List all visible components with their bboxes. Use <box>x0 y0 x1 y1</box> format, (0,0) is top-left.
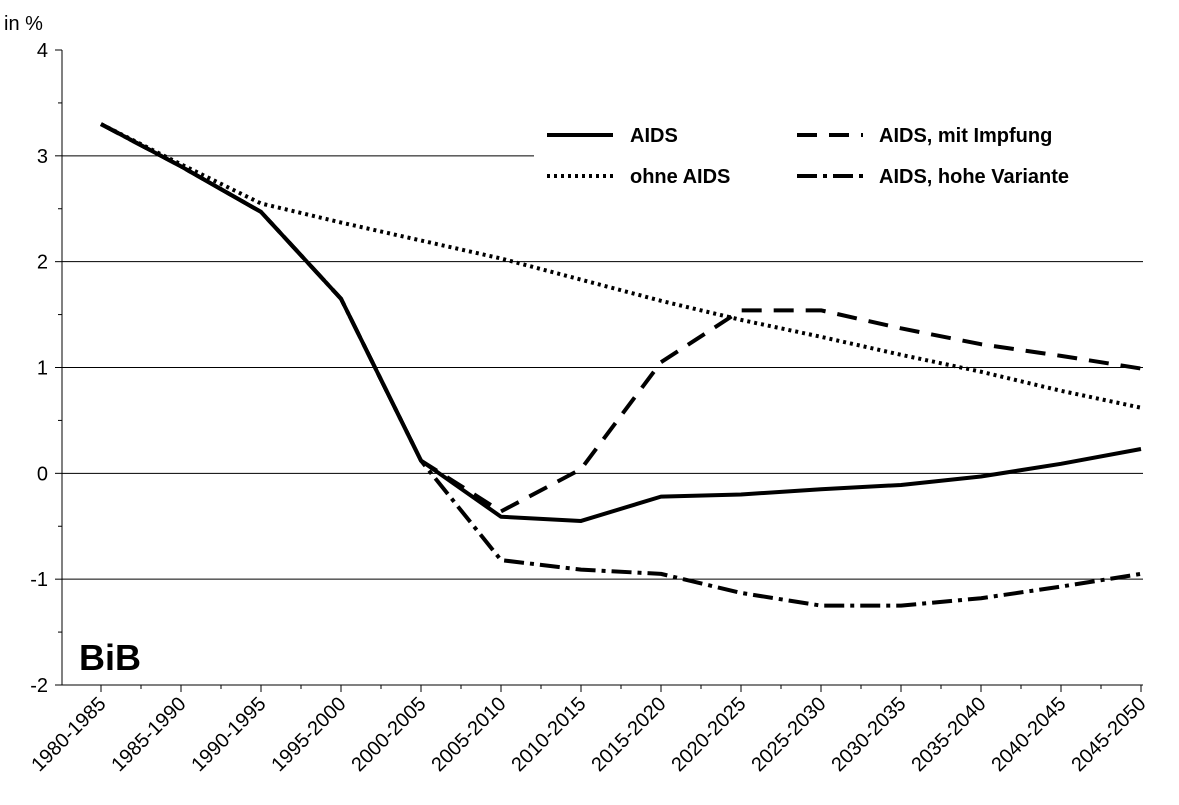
x-tick-label: 2000-2005 <box>347 693 430 776</box>
legend-label-ohne-aids: ohne AIDS <box>630 166 730 188</box>
x-tick-label: 2045-2050 <box>1067 693 1150 776</box>
x-tick-label: 2040-2045 <box>987 693 1070 776</box>
y-tick-label: -2 <box>30 675 48 697</box>
x-tick-label: 1995-2000 <box>267 693 350 776</box>
y-tick-label: 1 <box>37 358 48 380</box>
x-axis: 1980-19851985-19901990-19951995-20002000… <box>27 684 1151 776</box>
x-tick-label: 2030-2035 <box>827 693 910 776</box>
x-tick-label: 1990-1995 <box>187 693 270 776</box>
x-tick-label: 2020-2025 <box>667 693 750 776</box>
legend-label-aids: AIDS <box>630 125 678 147</box>
x-tick-label: 2005-2010 <box>427 693 510 776</box>
y-tick-label: 3 <box>37 146 48 168</box>
legend-label-aids-hohe-variante: AIDS, hohe Variante <box>879 166 1069 188</box>
y-tick-label: -1 <box>30 569 48 591</box>
x-tick-label: 1980-1985 <box>27 693 110 776</box>
x-tick-label: 2025-2030 <box>747 693 830 776</box>
y-tick-label: 4 <box>37 40 48 62</box>
x-tick-label: 1985-1990 <box>107 693 190 776</box>
x-tick-label: 2035-2040 <box>907 693 990 776</box>
x-tick-label: 2010-2015 <box>507 693 590 776</box>
y-axis-unit-label: in % <box>4 13 43 35</box>
legend: AIDS AIDS, mit Impfung ohne AIDS AIDS, h… <box>534 116 1146 200</box>
legend-background <box>534 116 1146 200</box>
series-line-aids <box>100 122 1142 523</box>
series-line-ohne-aids <box>100 122 1142 410</box>
y-tick-label: 0 <box>37 463 48 485</box>
x-tick-label: 2015-2020 <box>587 693 670 776</box>
y-axis: -2 -1 0 1 2 3 4 <box>30 40 63 697</box>
series-group <box>100 122 1142 608</box>
bib-watermark: BiB <box>79 637 141 678</box>
y-tick-label: 2 <box>37 252 48 274</box>
legend-label-aids-mit-impfung: AIDS, mit Impfung <box>879 125 1052 147</box>
series-line-aids-hohe-variante <box>100 122 1142 608</box>
